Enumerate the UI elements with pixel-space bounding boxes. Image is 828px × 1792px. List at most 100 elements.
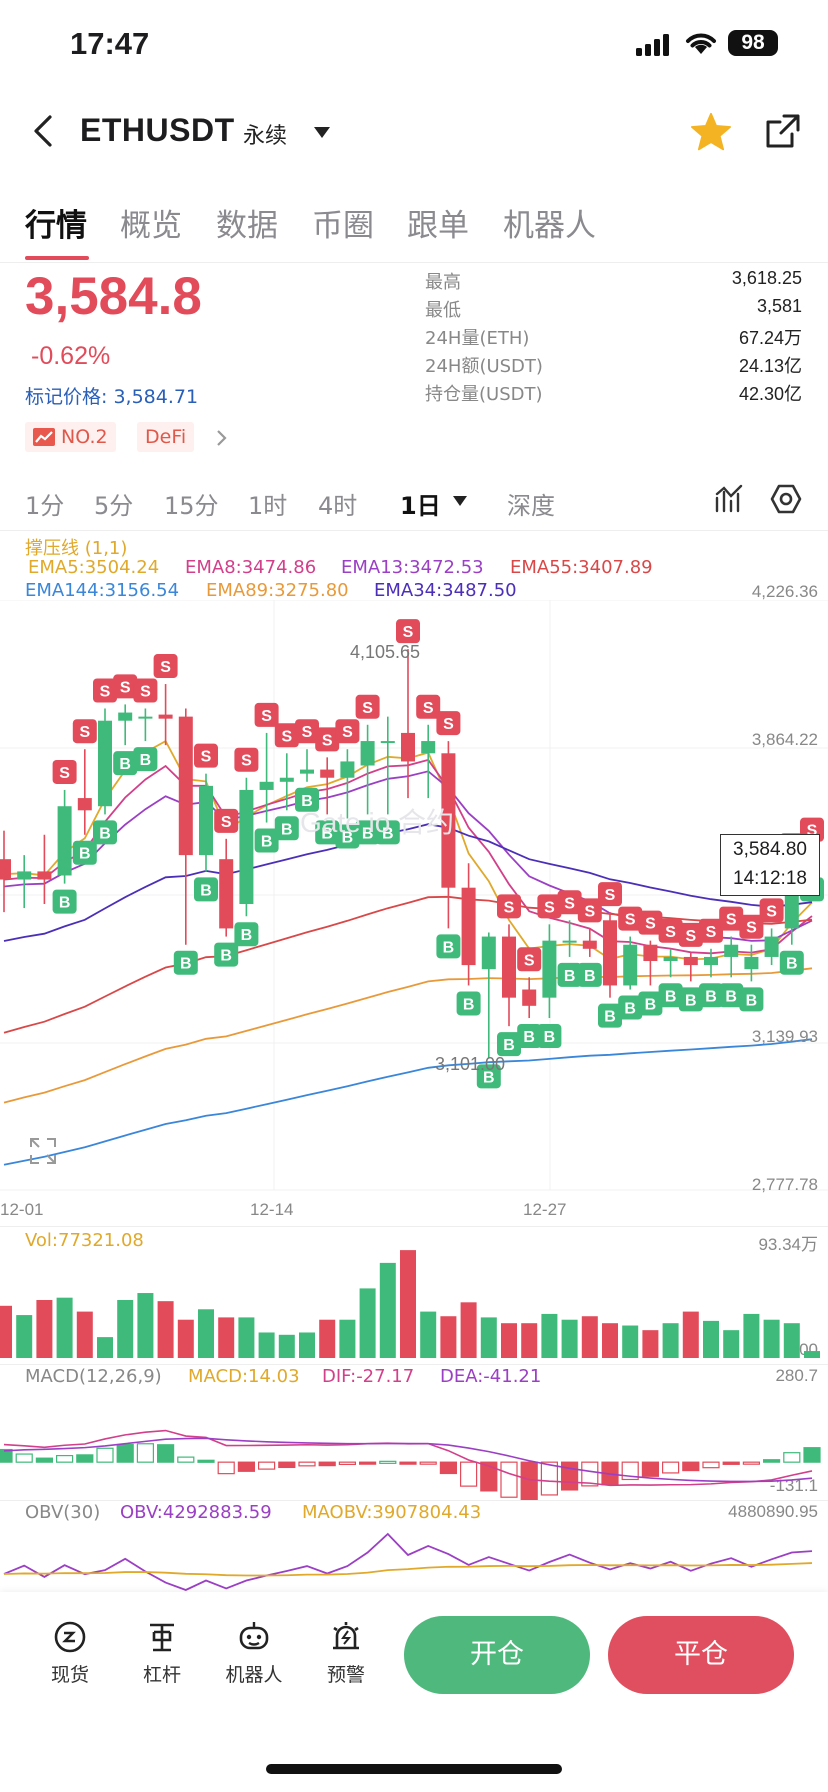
svg-text:S: S (302, 724, 313, 741)
svg-text:S: S (140, 683, 151, 700)
nav-spot[interactable]: 现货 (30, 1620, 110, 1687)
macd-histogram-bar (682, 1461, 700, 1472)
timeframe-4h[interactable]: 4时 (318, 492, 358, 520)
svg-text:S: S (403, 624, 414, 641)
svg-text:B: B (746, 992, 758, 1009)
pair-title[interactable]: ETHUSDT (80, 112, 235, 148)
share-icon[interactable] (764, 112, 802, 150)
timeframe-1h[interactable]: 1时 (248, 492, 288, 520)
active-tab-indicator (25, 256, 89, 260)
candle-countdown: 14:12:18 (733, 868, 807, 889)
volume-label: Vol:77321.08 (25, 1230, 144, 1251)
fullscreen-icon[interactable] (28, 1136, 58, 1166)
nav-bots[interactable]: 机器人 (214, 1620, 294, 1687)
x-tick-2: 12-14 (250, 1200, 294, 1219)
close-position-button[interactable]: 平仓 (608, 1616, 794, 1694)
stat-value-high: 3,618.25 (731, 268, 802, 288)
trend-icon (33, 428, 55, 446)
svg-text:B: B (523, 1029, 535, 1046)
candle-body (603, 920, 617, 986)
settings-icon[interactable] (770, 484, 802, 514)
candle-body (138, 716, 153, 719)
macd-histogram-bar (540, 1461, 559, 1496)
volume-bar (480, 1317, 497, 1358)
candle-body (623, 944, 638, 986)
chevron-down-icon[interactable] (313, 126, 331, 140)
svg-text:B: B (665, 988, 677, 1005)
candle-body (683, 956, 698, 966)
timeframe-5m[interactable]: 5分 (94, 492, 134, 520)
volume-bar (501, 1323, 517, 1358)
tab-bots[interactable]: 机器人 (503, 208, 596, 244)
buy-signal: B (173, 950, 198, 975)
y-tick-3: 3,139.93 (751, 1027, 818, 1046)
tab-copy-trading[interactable]: 跟单 (407, 208, 469, 244)
high-marker: 4,105.65 (350, 642, 421, 662)
macd-histogram-bar (15, 1453, 33, 1463)
nav-alerts[interactable]: 预警 (306, 1620, 386, 1687)
svg-text:S: S (281, 728, 292, 745)
volume-bar (662, 1323, 679, 1358)
nav-margin-label: 杠杆 (142, 1664, 181, 1686)
candle-body (704, 956, 718, 966)
macd-histogram-bar (76, 1454, 94, 1463)
stat-label-low: 最低 (425, 300, 461, 321)
svg-text:B: B (342, 829, 354, 846)
candlestick-chart[interactable]: SSSSSSSSSSSSSSSSSSSSSSSSSSSSSSSSSSBBBBBB… (0, 600, 828, 1220)
svg-text:S: S (665, 924, 676, 941)
volume-chart (0, 1250, 820, 1358)
timeframe-15m[interactable]: 15分 (164, 492, 219, 520)
sell-signal: S (194, 743, 218, 768)
timeframe-depth[interactable]: 深度 (507, 492, 555, 520)
volume-bar (743, 1313, 760, 1358)
macd-histogram-bar (298, 1461, 316, 1467)
obv-chart (3, 1532, 813, 1591)
tab-data[interactable]: 数据 (216, 208, 278, 244)
star-icon[interactable] (690, 112, 732, 152)
timeframe-chevron-down-icon[interactable] (452, 495, 468, 507)
sell-signal: S (113, 674, 138, 699)
macd-histogram-bar (116, 1443, 134, 1463)
candle-body (481, 936, 496, 970)
chevron-right-icon[interactable] (216, 429, 228, 447)
tab-overview[interactable]: 概览 (120, 208, 182, 244)
toolbar-divider (0, 530, 828, 531)
volume-bar (440, 1316, 457, 1358)
buy-signal: B (497, 1032, 521, 1057)
tab-community[interactable]: 币圈 (312, 208, 374, 244)
svg-text:S: S (564, 895, 575, 912)
svg-text:S: S (605, 887, 616, 904)
macd-histogram-bar (661, 1461, 680, 1474)
sell-signal: S (355, 694, 380, 719)
svg-text:B: B (645, 996, 657, 1013)
macd-histogram-bar (197, 1459, 215, 1463)
open-position-button[interactable]: 开仓 (404, 1616, 590, 1694)
rank-tag[interactable]: NO.2 (25, 422, 116, 452)
tab-market[interactable]: 行情 (25, 208, 87, 244)
timeframe-1d[interactable]: 1日 (400, 492, 441, 520)
watermark: Gate.io 合约 (300, 807, 454, 838)
sell-signal: S (618, 906, 643, 931)
obv-line (3, 1532, 813, 1591)
sector-tag[interactable]: DeFi (137, 422, 195, 452)
svg-text:B: B (564, 968, 576, 985)
buy-signal: B (557, 962, 582, 987)
ema-line (3, 823, 813, 942)
macd-histogram-bar (702, 1461, 720, 1469)
macd-histogram-bar (500, 1461, 518, 1498)
buy-signal: B (355, 820, 380, 845)
svg-text:B: B (362, 825, 374, 842)
timeframe-1m[interactable]: 1分 (25, 492, 65, 520)
macd-histogram-bar (379, 1460, 397, 1464)
sell-signal: S (234, 747, 259, 772)
indicator-icon[interactable] (714, 484, 744, 514)
nav-margin[interactable]: 杠杆 (122, 1620, 202, 1687)
y-tick-2: 3,864.22 (751, 730, 818, 749)
macd-histogram-bar (742, 1461, 761, 1465)
volume-bar (723, 1330, 740, 1358)
volume-bar (359, 1288, 376, 1358)
volume-bar (278, 1334, 295, 1358)
back-icon[interactable] (30, 114, 56, 148)
contract-type[interactable]: 永续 (243, 124, 288, 149)
ema55-label: EMA55:3407.89 (510, 557, 653, 578)
